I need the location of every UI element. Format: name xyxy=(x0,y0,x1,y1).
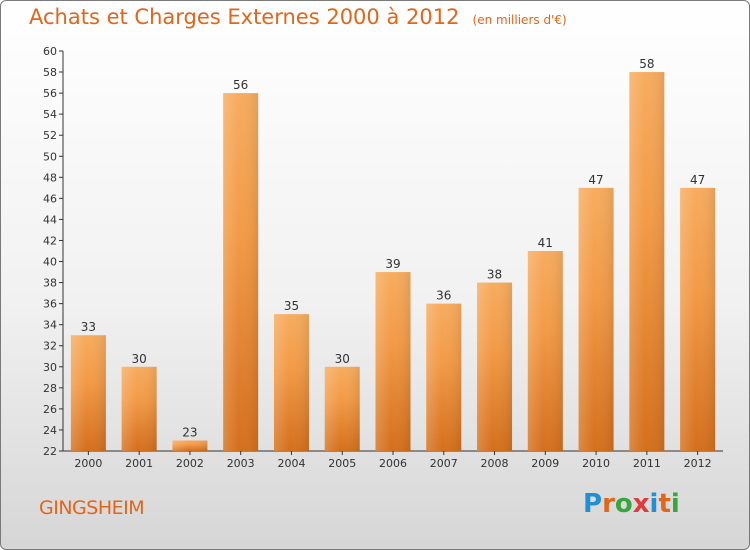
y-tick-label: 46 xyxy=(43,192,57,205)
logo-letter: t xyxy=(658,489,671,519)
y-tick-label: 44 xyxy=(43,213,57,226)
bar-value-label: 30 xyxy=(132,352,147,366)
y-tick-label: 48 xyxy=(43,171,57,184)
bar-shine xyxy=(629,72,665,451)
y-tick-label: 38 xyxy=(43,277,57,290)
x-tick-label: 2012 xyxy=(684,457,712,470)
chart-title: Achats et Charges Externes 2000 à 2012 (… xyxy=(29,5,567,29)
logo-letter: i xyxy=(670,489,680,519)
x-tick-label: 2000 xyxy=(74,457,102,470)
x-tick-label: 2007 xyxy=(430,457,458,470)
y-tick-label: 36 xyxy=(43,298,57,311)
bar-value-label: 47 xyxy=(690,173,705,187)
y-tick-label: 60 xyxy=(43,45,57,58)
y-tick-label: 22 xyxy=(43,445,57,458)
bar-shine xyxy=(680,187,716,451)
x-tick-label: 2005 xyxy=(328,457,356,470)
x-tick-label: 2001 xyxy=(125,457,153,470)
bar-value-label: 39 xyxy=(385,257,400,271)
bar-shine xyxy=(273,314,309,451)
x-tick-label: 2006 xyxy=(379,457,407,470)
bar-shine xyxy=(172,440,208,451)
unit-text: (en milliers d'€) xyxy=(472,13,567,27)
bar-value-label: 41 xyxy=(538,236,553,250)
bar-value-label: 58 xyxy=(639,57,654,71)
y-tick-label: 52 xyxy=(43,129,57,142)
y-tick-label: 28 xyxy=(43,382,57,395)
y-tick-label: 30 xyxy=(43,361,57,374)
y-tick-label: 24 xyxy=(43,424,57,437)
logo-letter: i xyxy=(649,489,659,519)
x-tick-label: 2008 xyxy=(481,457,509,470)
y-tick-label: 50 xyxy=(43,150,57,163)
bar-shine xyxy=(477,282,513,451)
y-tick-label: 54 xyxy=(43,108,57,121)
bar-value-label: 35 xyxy=(284,299,299,313)
bars: 33 30 23 56 35 30 39 36 38 41 47 58 47 xyxy=(70,57,716,452)
bar-shine xyxy=(578,187,614,451)
bar-shine xyxy=(375,272,411,451)
bar-value-label: 23 xyxy=(182,425,197,439)
bar-value-label: 56 xyxy=(233,78,248,92)
logo-letter: P xyxy=(583,489,603,519)
bar-value-label: 47 xyxy=(588,173,603,187)
bar-value-label: 36 xyxy=(436,289,451,303)
bar-shine xyxy=(223,93,259,452)
y-tick-label: 42 xyxy=(43,234,57,247)
logo-letter: r xyxy=(602,489,615,519)
y-tick-label: 56 xyxy=(43,87,57,100)
bar-value-label: 38 xyxy=(487,268,502,282)
bar-value-label: 30 xyxy=(335,352,350,366)
y-tick-label: 40 xyxy=(43,256,57,269)
commune-name: GINGSHEIM xyxy=(39,497,145,519)
y-tick-label: 34 xyxy=(43,319,57,332)
bar-shine xyxy=(426,303,462,451)
x-tick-label: 2009 xyxy=(531,457,559,470)
bar-shine xyxy=(324,366,360,451)
axes: 22 24 26 28 30 32 34 36 38 40 42 44 46 48 50 52 54 56 58 60… xyxy=(43,45,723,470)
y-tick-label: 32 xyxy=(43,340,57,353)
bar-shine xyxy=(121,366,157,451)
y-tick-label: 58 xyxy=(43,66,57,79)
title-text: Achats et Charges Externes 2000 à 2012 xyxy=(29,5,460,29)
bar-shine xyxy=(527,251,563,451)
bar-value-label: 33 xyxy=(81,320,96,334)
x-tick-label: 2004 xyxy=(277,457,305,470)
x-tick-label: 2002 xyxy=(176,457,204,470)
y-tick-label: 26 xyxy=(43,403,57,416)
x-tick-label: 2011 xyxy=(633,457,661,470)
x-tick-label: 2010 xyxy=(582,457,610,470)
proxiti-logo: Proxiti xyxy=(583,489,680,519)
x-tick-label: 2003 xyxy=(227,457,255,470)
bar-shine xyxy=(70,335,106,451)
logo-letter: x xyxy=(632,489,650,519)
logo-letter: o xyxy=(614,489,633,519)
